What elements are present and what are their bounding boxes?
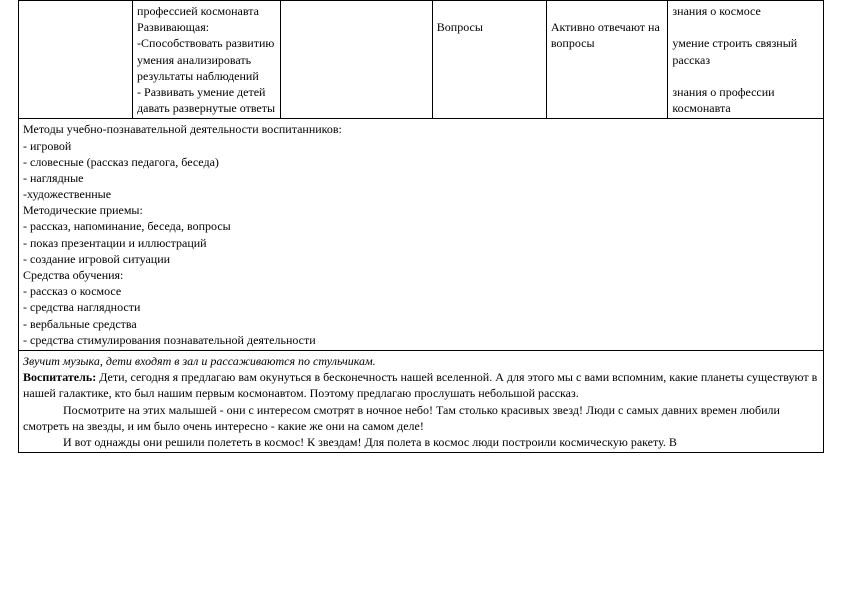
- cell-empty: [19, 1, 133, 119]
- methods-line: -художественные: [23, 186, 819, 202]
- lesson-plan-table: профессией космонавта Развивающая: -Спос…: [18, 0, 824, 453]
- cell-knowledge: знания о космосе умение строить связный …: [668, 1, 824, 119]
- narrative-cell: Звучит музыка, дети входят в зал и расса…: [19, 350, 824, 452]
- methods-line: - наглядные: [23, 170, 819, 186]
- narrative-para: И вот однажды они решили полететь в косм…: [23, 434, 819, 450]
- methods-line: - средства стимулирования познавательной…: [23, 332, 819, 348]
- methods-line: Методические приемы:: [23, 202, 819, 218]
- narrative-row: Звучит музыка, дети входят в зал и расса…: [19, 350, 824, 452]
- methods-line: - словесные (рассказ педагога, беседа): [23, 154, 819, 170]
- methods-line: Методы учебно-познавательной деятельност…: [23, 121, 819, 137]
- methods-section: Методы учебно-познавательной деятельност…: [23, 121, 819, 348]
- methods-line: - средства наглядности: [23, 299, 819, 315]
- methods-line: Средства обучения:: [23, 267, 819, 283]
- methods-line: - игровой: [23, 138, 819, 154]
- methods-line: - создание игровой ситуации: [23, 251, 819, 267]
- cell-activity: Активно отвечают на вопросы: [546, 1, 668, 119]
- cell-empty2: [281, 1, 433, 119]
- stage-direction: Звучит музыка, дети входят в зал и расса…: [23, 353, 819, 369]
- cell-objectives: профессией космонавта Развивающая: -Спос…: [133, 1, 281, 119]
- cell-questions: Вопросы: [432, 1, 546, 119]
- document-page: профессией космонавта Развивающая: -Спос…: [0, 0, 842, 453]
- narrative-section: Звучит музыка, дети входят в зал и расса…: [23, 353, 819, 450]
- methods-cell: Методы учебно-познавательной деятельност…: [19, 119, 824, 351]
- teacher-line: Воспитатель: Дети, сегодня я предлагаю в…: [23, 369, 819, 401]
- teacher-text: Дети, сегодня я предлагаю вам окунуться …: [23, 370, 817, 400]
- table-row: профессией космонавта Развивающая: -Спос…: [19, 1, 824, 119]
- methods-line: - вербальные средства: [23, 316, 819, 332]
- methods-row: Методы учебно-познавательной деятельност…: [19, 119, 824, 351]
- methods-line: - рассказ, напоминание, беседа, вопросы: [23, 218, 819, 234]
- methods-line: - показ презентации и иллюстраций: [23, 235, 819, 251]
- narrative-para: Посмотрите на этих малышей - они с интер…: [23, 402, 819, 434]
- speaker-label: Воспитатель:: [23, 370, 96, 384]
- methods-line: - рассказ о космосе: [23, 283, 819, 299]
